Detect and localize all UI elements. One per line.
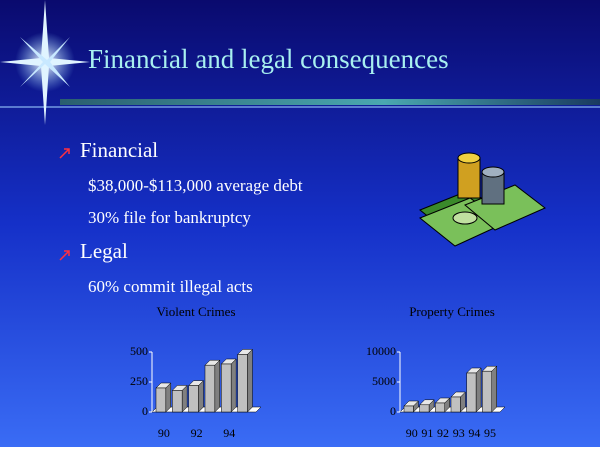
x-tick-label: 95	[484, 426, 496, 440]
x-tick-label: 91	[421, 426, 433, 440]
bar-side	[198, 381, 203, 412]
slide: Financial and legal consequences Financi…	[0, 0, 600, 447]
bar	[435, 403, 444, 412]
bar	[221, 364, 231, 412]
chart-title: Property Crimes	[409, 304, 495, 319]
bullet: Financial	[80, 138, 158, 162]
bar	[156, 388, 166, 412]
page: {"slide": {"title": "Financial and legal…	[0, 0, 600, 447]
bar	[404, 406, 413, 412]
y-tick-label: 5000	[372, 374, 396, 388]
x-tick-label: 92	[437, 426, 449, 440]
sub-bullet: 30% file for bankruptcy	[88, 208, 251, 227]
x-tick-label: 90	[158, 426, 170, 440]
bar-side	[215, 360, 220, 412]
y-tick-label: 500	[130, 344, 148, 358]
bar	[420, 405, 429, 412]
bar	[482, 371, 491, 412]
bar	[238, 354, 248, 412]
chart-title: Violent Crimes	[156, 304, 235, 319]
x-tick-label: 94	[468, 426, 480, 440]
y-tick-label: 250	[130, 374, 148, 388]
bar-side	[231, 359, 236, 412]
bar-side	[492, 366, 497, 412]
bar	[205, 365, 215, 412]
bar	[451, 397, 460, 412]
bar	[172, 390, 182, 412]
x-tick-label: 93	[453, 426, 465, 440]
bar	[467, 373, 476, 412]
sub-bullet: $38,000-$113,000 average debt	[88, 176, 303, 195]
y-tick-label: 0	[390, 404, 396, 418]
sub-bullet: 60% commit illegal acts	[88, 277, 253, 296]
bar	[189, 386, 199, 412]
x-tick-label: 94	[223, 426, 235, 440]
slide-title: Financial and legal consequences	[88, 44, 449, 74]
x-tick-label: 90	[406, 426, 418, 440]
bullet: Legal	[80, 239, 128, 263]
bar-side	[476, 368, 481, 412]
title-rule-thin	[0, 106, 600, 108]
bar-side	[247, 349, 252, 412]
y-tick-label: 10000	[366, 344, 396, 358]
x-tick-label: 92	[191, 426, 203, 440]
y-tick-label: 0	[142, 404, 148, 418]
title-rule	[60, 99, 600, 105]
